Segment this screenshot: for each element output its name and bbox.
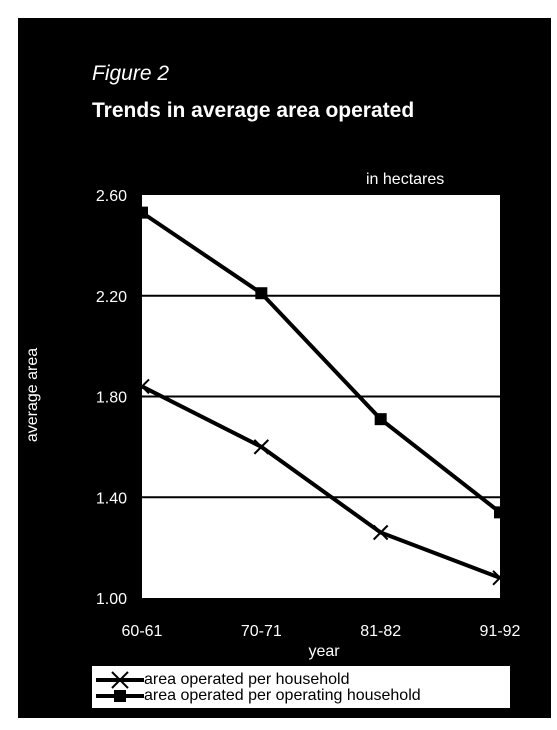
data-point-x: [253, 439, 270, 455]
x-tick-labels: 60-61 70-71 81-82 91-92: [122, 623, 521, 640]
data-point-square: [255, 287, 268, 300]
x-tick-label: 60-61: [122, 623, 163, 640]
series-line: [140, 210, 502, 514]
data-point-square: [136, 206, 148, 219]
series-line: [141, 384, 501, 580]
x-axis-label: year: [308, 643, 340, 660]
data-point-x: [492, 570, 508, 586]
legend-x-marker-icon: [96, 671, 144, 689]
x-tick-label: 91-92: [480, 623, 521, 640]
unit-note: in hectares: [366, 171, 445, 188]
y-tick-label: 2.60: [96, 188, 127, 205]
grid-lines: [142, 294, 500, 499]
data-point-square: [374, 413, 387, 426]
legend: area operated per household area operate…: [92, 666, 510, 708]
x-tick-label: 70-71: [241, 623, 282, 640]
legend-square-marker-icon: [96, 690, 144, 702]
chart-title: Trends in average area operated: [92, 99, 415, 122]
y-tick-label: 2.20: [96, 289, 127, 306]
y-tick-labels: 2.60 2.20 1.80 1.40 1.00: [96, 188, 127, 608]
data-point-square: [494, 506, 506, 519]
legend-item-household: area operated per household: [92, 671, 510, 689]
legend-label: area operated per household: [144, 671, 350, 688]
y-tick-label: 1.40: [96, 490, 127, 507]
legend-label: area operated per operating household: [144, 687, 421, 704]
figure-label: Figure 2: [92, 62, 170, 85]
series-lines: [134, 206, 508, 586]
y-tick-label: 1.00: [96, 591, 127, 608]
data-point-x: [134, 378, 150, 395]
data-point-x: [372, 524, 389, 541]
legend-item-operating-household: area operated per operating household: [92, 687, 510, 705]
x-tick-label: 81-82: [360, 623, 401, 640]
y-tick-label: 1.80: [96, 390, 127, 407]
